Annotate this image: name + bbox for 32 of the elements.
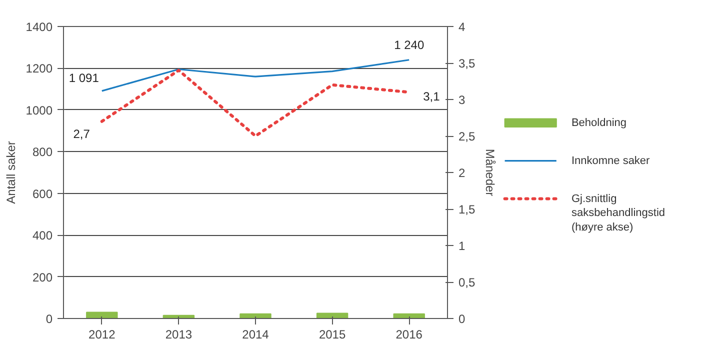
y-tick-label: 0 [46, 312, 53, 326]
legend-label: Gj.snittlig saksbehandlingstid (høyre akse) [571, 192, 666, 234]
y-tick-label: 1200 [26, 62, 53, 76]
y2-tick-label: 2,5 [458, 130, 476, 144]
y2-tick-label: 1,5 [458, 202, 476, 216]
y2-tick-label: 4 [458, 20, 466, 34]
x-tick-label: 2014 [242, 328, 270, 341]
y-tick-label: 1000 [26, 103, 53, 118]
line-series [101, 59, 410, 92]
y-tick-label: 400 [32, 228, 53, 243]
data-label: 2,7 [73, 126, 90, 141]
y2-tick-label: 3 [458, 93, 466, 107]
y2-tick-label: 0 [458, 312, 466, 326]
data-label: 1 240 [394, 38, 424, 52]
legend-label: Innkomne saker [571, 154, 650, 167]
y-axis-title: Antall saker [4, 141, 18, 204]
x-tick-label: 2012 [88, 328, 116, 341]
y-tick-label: 1400 [26, 20, 53, 34]
y-tick-label: 200 [32, 270, 53, 284]
y2-tick-label: 2 [458, 166, 466, 180]
y2-axis-title: Måneder [483, 148, 498, 196]
y2-tick-label: 1 [458, 239, 466, 253]
x-tick-label: 2016 [396, 328, 423, 341]
data-label: 1 091 [68, 70, 100, 85]
y2-tick-label: 0,5 [458, 276, 476, 290]
x-tick-label: 2013 [165, 328, 192, 341]
data-label: 3,1 [423, 90, 440, 104]
y-tick-label: 800 [32, 145, 53, 160]
y2-tick-label: 3,5 [458, 56, 476, 70]
legend-label: Beholdning [571, 116, 627, 129]
y-tick-label: 600 [32, 186, 53, 201]
x-tick-label: 2015 [318, 328, 346, 341]
